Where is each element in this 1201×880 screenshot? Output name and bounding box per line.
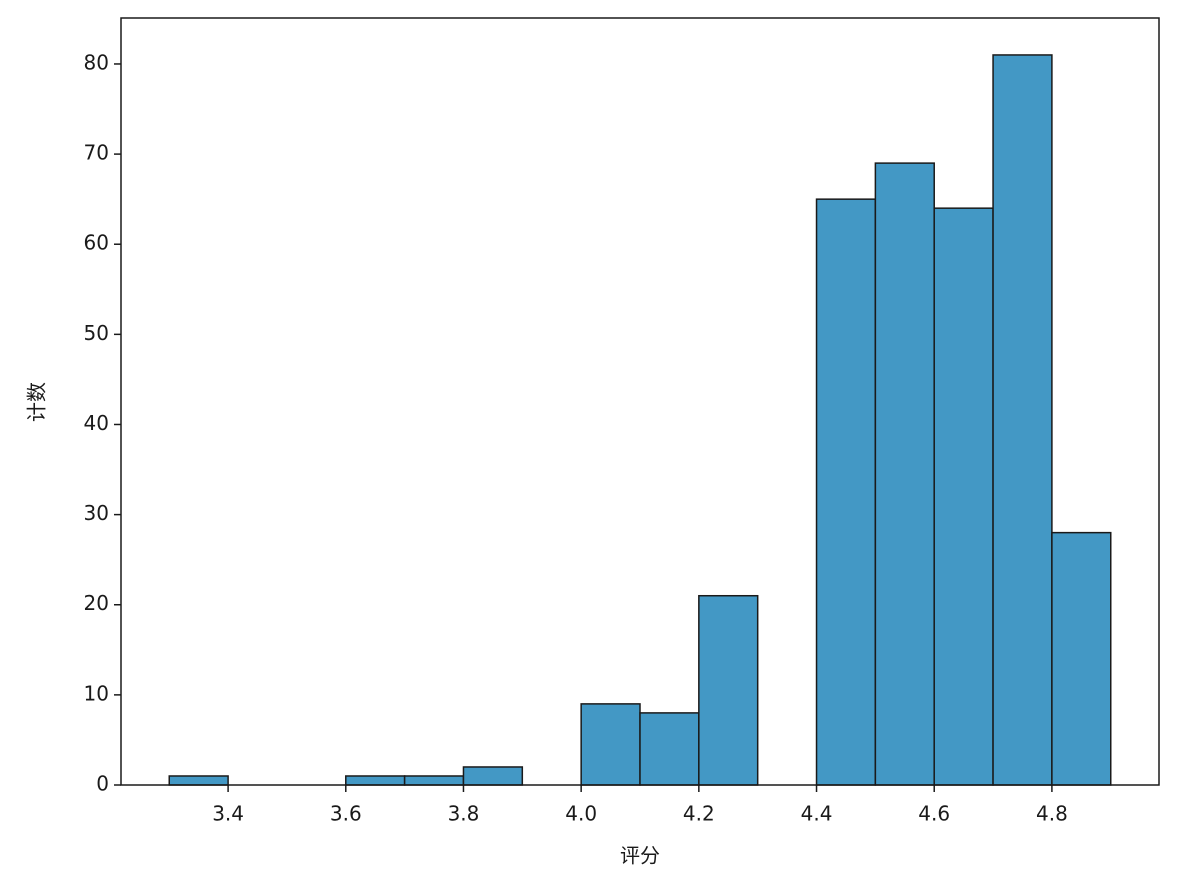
y-tick-label: 60 — [84, 231, 109, 255]
y-tick-label: 80 — [84, 50, 109, 74]
x-tick-label: 4.4 — [801, 802, 833, 826]
x-tick-label: 4.8 — [1036, 802, 1068, 826]
bar — [580, 703, 641, 786]
y-tick-label: 40 — [84, 411, 109, 435]
y-tick-label: 30 — [84, 501, 109, 525]
y-tick-label: 20 — [84, 591, 109, 615]
plot-frame — [120, 17, 1160, 786]
bar — [874, 162, 935, 786]
bar — [933, 207, 994, 786]
y-tick-label: 10 — [84, 681, 109, 705]
bar — [1051, 531, 1112, 786]
x-tick-label: 3.6 — [330, 802, 362, 826]
bar — [462, 766, 524, 786]
bar — [168, 775, 229, 786]
bar — [403, 775, 465, 786]
y-axis-label: 计数 — [25, 382, 49, 422]
bar — [639, 712, 700, 786]
x-tick-label: 4.2 — [683, 802, 715, 826]
bar — [815, 198, 877, 786]
y-tick-label: 0 — [96, 772, 109, 796]
x-tick-label: 4.6 — [918, 802, 950, 826]
bar — [992, 54, 1053, 786]
x-tick-label: 4.0 — [565, 802, 597, 826]
bar — [345, 775, 406, 786]
y-tick-label: 70 — [84, 141, 109, 165]
x-tick-label: 3.8 — [448, 802, 480, 826]
x-tick-label: 3.4 — [212, 802, 244, 826]
y-tick-label: 50 — [84, 321, 109, 345]
x-axis-label: 评分 — [620, 844, 660, 868]
bar — [698, 594, 759, 786]
